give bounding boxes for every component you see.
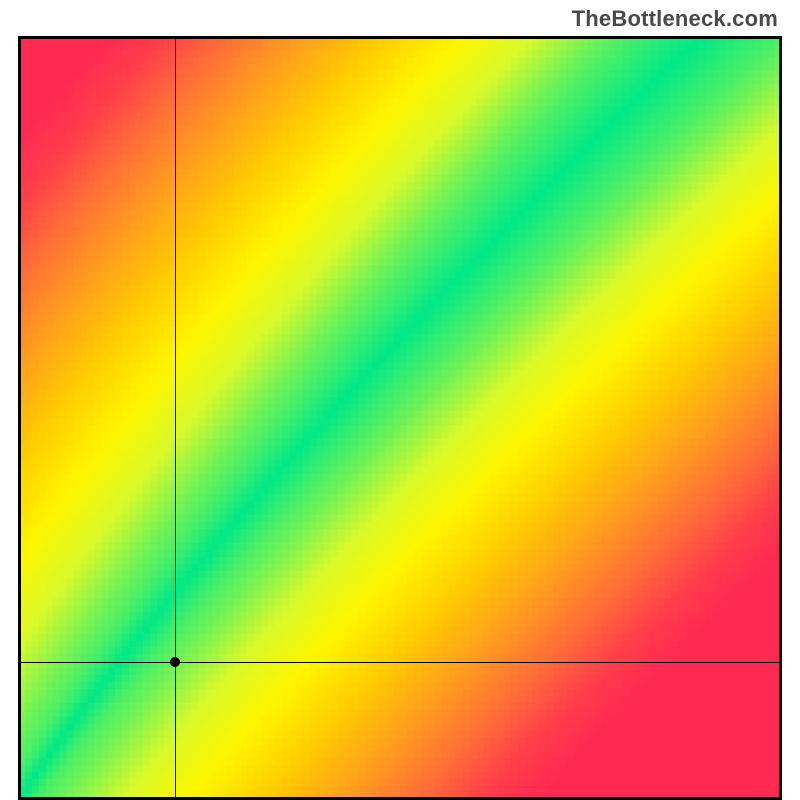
marker-dot xyxy=(170,657,180,667)
bottleneck-heatmap xyxy=(18,36,782,800)
watermark-text: TheBottleneck.com xyxy=(572,6,778,32)
heatmap-canvas xyxy=(18,36,782,800)
crosshair-vertical xyxy=(175,36,176,800)
crosshair-horizontal xyxy=(18,662,782,663)
